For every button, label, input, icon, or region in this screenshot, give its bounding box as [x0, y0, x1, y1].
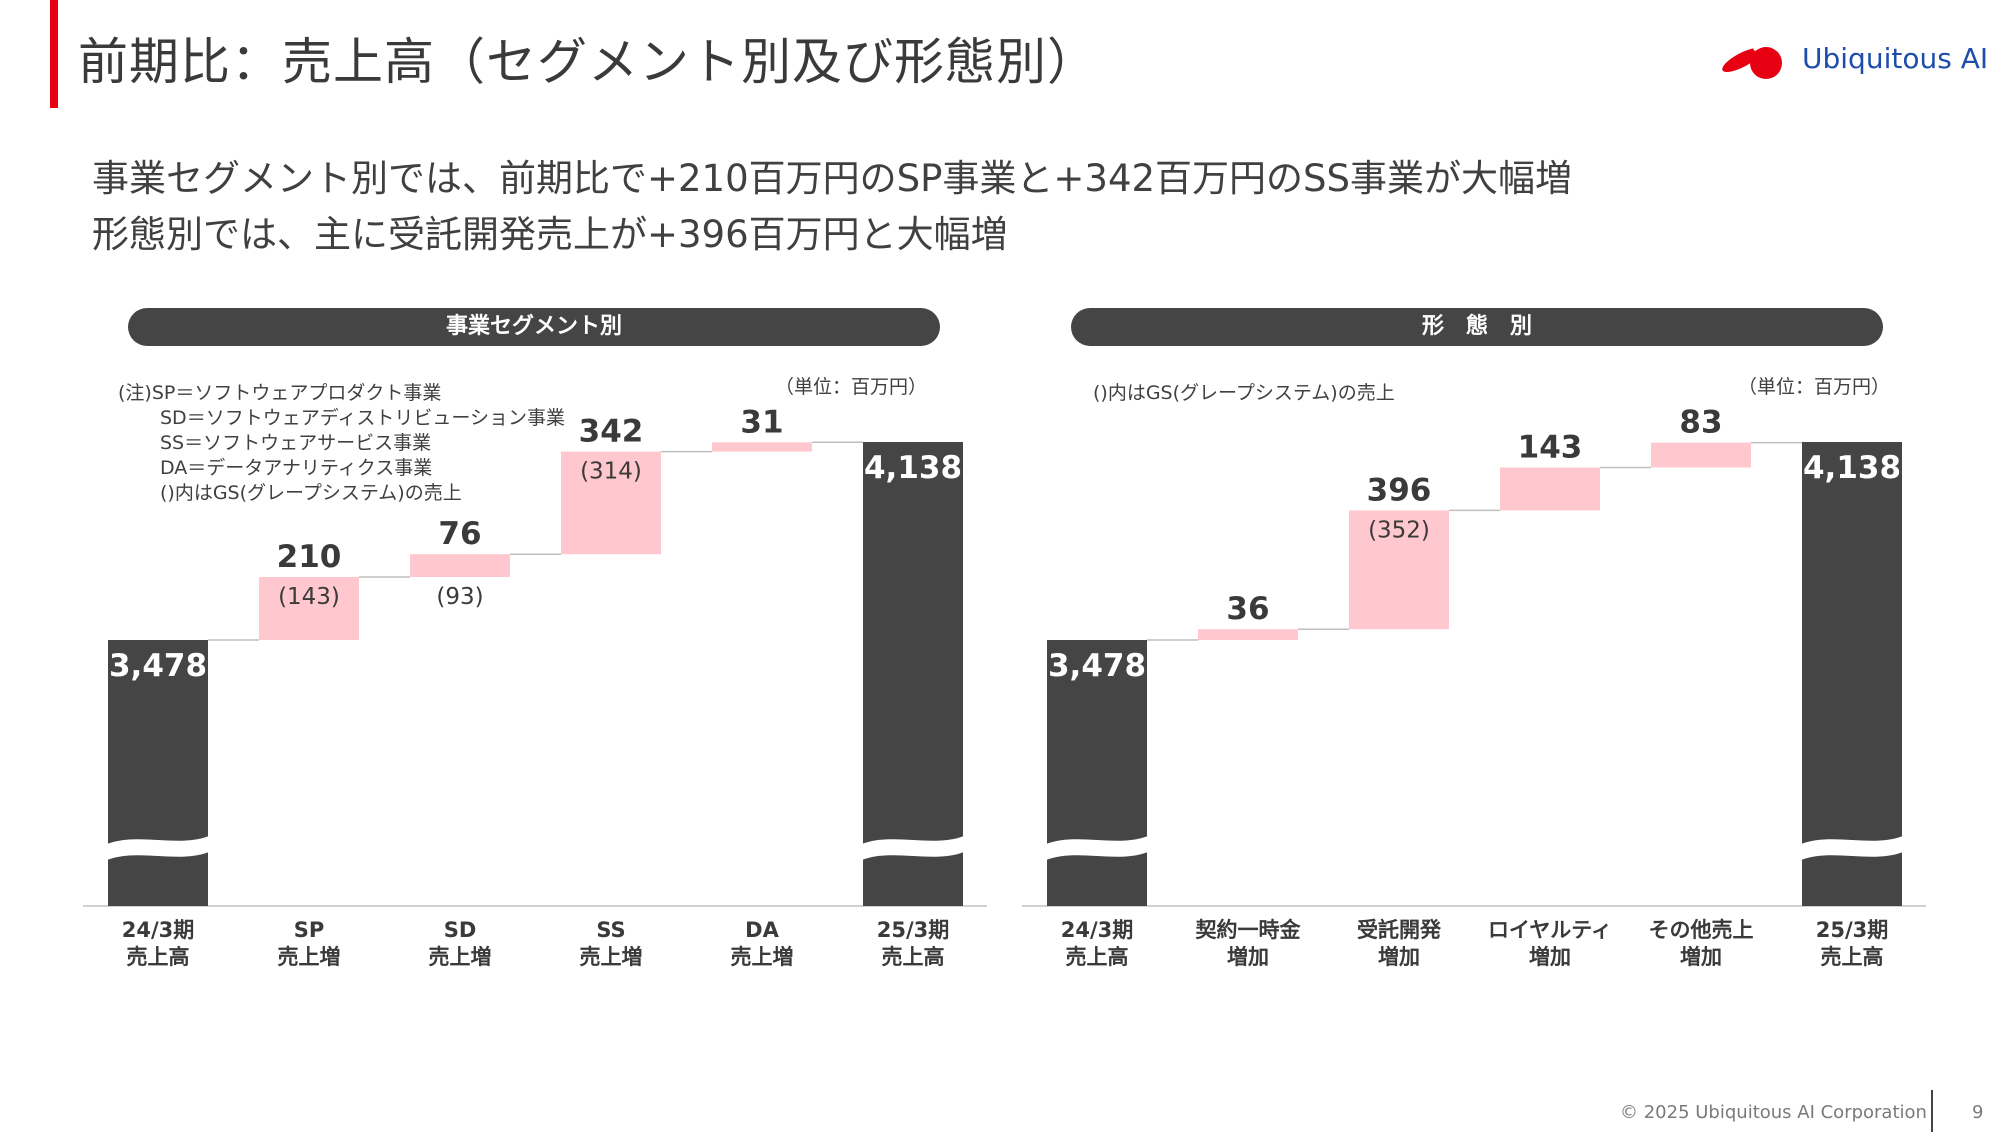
segment-total-bar — [863, 442, 963, 906]
segment-gs-value-label: (314) — [580, 459, 642, 485]
segment-category-label: SD 売上増 — [428, 918, 492, 969]
segment-category-label: SP 売上増 — [277, 918, 341, 969]
title-accent-bar — [50, 0, 58, 108]
footer-divider — [1931, 1090, 1933, 1132]
segment-category-label: DA 売上増 — [730, 918, 794, 969]
page-number: 9 — [1972, 1102, 1984, 1123]
segment-increase-bar — [712, 442, 812, 452]
headline-type: 形態別では、主に受託開発売上が+396百万円と大幅増 — [92, 213, 1008, 256]
segment-total-value-label: 3,478 — [109, 648, 207, 684]
segment-increase-bar — [410, 554, 510, 577]
type-category-label: 契約一時金 増加 — [1195, 918, 1301, 969]
type-increase-value-label: 36 — [1226, 591, 1269, 627]
type-gs-value-label: (352) — [1368, 517, 1430, 543]
type-total-value-label: 3,478 — [1048, 648, 1146, 684]
copyright: © 2025 Ubiquitous AI Corporation — [1620, 1102, 1927, 1123]
type-total-bar — [1802, 442, 1902, 906]
segment-gs-value-label: (143) — [278, 584, 340, 610]
segment-axis-break — [107, 836, 209, 860]
type-increase-value-label: 396 — [1367, 472, 1432, 508]
segment-gs-value-label: (93) — [436, 584, 483, 610]
type-panel-header: 形 態 別 — [1071, 308, 1883, 346]
type-axis-break — [1046, 836, 1148, 860]
segment-increase-value-label: 31 — [740, 404, 783, 440]
type-total-bar — [1047, 640, 1147, 906]
type-category-label: 25/3期 売上高 — [1815, 918, 1889, 969]
segment-axis-break — [862, 836, 964, 860]
type-increase-bar — [1349, 510, 1449, 630]
page-title: 前期比：売上高（セグメント別及び形態別） — [78, 33, 1098, 91]
type-total-value-label: 4,138 — [1803, 450, 1901, 486]
brand-name: Ubiquitous AI — [1802, 42, 1989, 75]
ubiquitous-logo-icon — [1722, 43, 1782, 79]
segment-unit-label: （単位：百万円） — [775, 376, 928, 398]
segment-note-gs: ()内はGS(グレープシステム)の売上 — [160, 482, 462, 504]
type-increase-bar — [1651, 442, 1751, 468]
segment-note-da: DA＝データアナリティクス事業 — [160, 457, 433, 479]
segment-category-label: 25/3期 売上高 — [876, 918, 950, 969]
segment-panel-header: 事業セグメント別 — [128, 308, 940, 346]
segment-total-value-label: 4,138 — [864, 450, 962, 486]
segment-category-label: 24/3期 売上高 — [121, 918, 195, 969]
segment-total-bar — [108, 640, 208, 906]
headline-segment: 事業セグメント別では、前期比で+210百万円のSP事業と+342百万円のSS事業… — [92, 157, 1573, 200]
type-category-label: その他売上 増加 — [1648, 918, 1754, 969]
segment-note-sp: (注)SP＝ソフトウェアプロダクト事業 — [118, 382, 442, 404]
type-increase-value-label: 83 — [1679, 405, 1722, 441]
segment-note-sd: SD＝ソフトウェアディストリビューション事業 — [160, 407, 565, 429]
type-category-label: ロイヤルティ 増加 — [1487, 918, 1613, 969]
type-category-label: 受託開発 増加 — [1357, 918, 1441, 969]
type-increase-bar — [1198, 629, 1298, 640]
type-axis-break — [1801, 836, 1903, 860]
type-increase-bar — [1500, 467, 1600, 511]
segment-note-ss: SS＝ソフトウェアサービス事業 — [160, 432, 432, 454]
type-note-gs: ()内はGS(グレープシステム)の売上 — [1093, 382, 1395, 404]
type-category-label: 24/3期 売上高 — [1060, 918, 1134, 969]
segment-increase-value-label: 76 — [438, 516, 481, 552]
segment-increase-value-label: 342 — [579, 414, 644, 450]
segment-category-label: SS 売上増 — [579, 918, 643, 969]
brand-logo: Ubiquitous AI — [1720, 38, 1988, 84]
type-increase-value-label: 143 — [1518, 430, 1583, 466]
segment-increase-bar — [561, 451, 661, 555]
segment-increase-value-label: 210 — [277, 539, 342, 575]
type-unit-label: （単位：百万円） — [1738, 376, 1891, 398]
segment-increase-bar — [259, 577, 359, 640]
